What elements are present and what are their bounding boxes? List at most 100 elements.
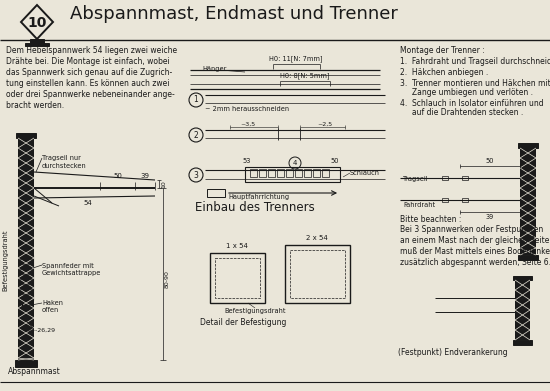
Bar (18, 348, 34, 358)
Bar (295, 169, 302, 177)
Text: Tragseil nur
durchstecken: Tragseil nur durchstecken (42, 155, 87, 169)
Bar (462, 176, 468, 180)
Bar (210, 253, 265, 303)
Bar (15, 360, 37, 367)
Text: 1.  Fahrdraht und Tragseil durchschneiden.: 1. Fahrdraht und Tragseil durchschneiden… (400, 57, 550, 66)
Bar (520, 178, 536, 188)
Bar (207, 189, 225, 197)
Bar (515, 330, 530, 340)
Bar (520, 208, 536, 218)
Bar (18, 238, 34, 248)
Text: 2.  Häkchen anbiegen .: 2. Häkchen anbiegen . (400, 68, 488, 77)
Bar (520, 188, 536, 198)
Bar (18, 288, 34, 298)
Bar (18, 328, 34, 338)
Text: 4.  Schlauch in Isolator einführen und: 4. Schlauch in Isolator einführen und (400, 99, 543, 108)
Text: 50: 50 (113, 173, 123, 179)
Bar (268, 169, 275, 177)
Text: 10: 10 (161, 180, 166, 188)
Bar (18, 138, 34, 148)
Bar (520, 158, 536, 168)
Bar (25, 43, 49, 46)
Bar (520, 148, 536, 158)
Bar (515, 300, 530, 310)
Text: Zange umbiegen und verlöten .: Zange umbiegen und verlöten . (400, 88, 533, 97)
Text: 50: 50 (486, 158, 494, 164)
Text: 24-26,29: 24-26,29 (27, 328, 55, 333)
Bar (278, 128, 300, 140)
Bar (520, 228, 536, 238)
Text: 2: 2 (194, 131, 199, 140)
Bar (313, 169, 320, 177)
Bar (285, 245, 350, 303)
Bar (18, 188, 34, 198)
Text: Befestigungsdraht: Befestigungsdraht (2, 229, 8, 291)
Bar (277, 169, 284, 177)
Bar (515, 320, 530, 330)
Bar (520, 218, 536, 228)
Bar (513, 340, 532, 345)
Bar (18, 298, 34, 308)
Bar (518, 143, 538, 148)
Bar (18, 168, 34, 178)
Bar (19, 255, 33, 300)
Bar (442, 198, 448, 202)
Text: 39: 39 (140, 173, 150, 179)
Bar (18, 208, 34, 218)
Text: auf die Drahtenden stecken .: auf die Drahtenden stecken . (400, 108, 523, 117)
Bar (462, 198, 468, 202)
Bar (290, 250, 345, 298)
Bar (30, 39, 44, 43)
Bar (18, 268, 34, 278)
Text: 80-90: 80-90 (165, 270, 170, 288)
Bar (250, 169, 257, 177)
Bar (18, 218, 34, 228)
Bar (18, 258, 34, 268)
Text: Montage der Trenner :: Montage der Trenner : (400, 46, 485, 55)
Bar (515, 280, 530, 290)
Bar (18, 198, 34, 208)
Bar (286, 169, 293, 177)
Bar (18, 178, 34, 188)
Text: Detail der Befestigung: Detail der Befestigung (200, 318, 287, 327)
Bar (304, 169, 311, 177)
Bar (18, 318, 34, 328)
Text: Spannfeder mit
Gewichtsattrappe: Spannfeder mit Gewichtsattrappe (42, 263, 101, 276)
Bar (518, 255, 538, 260)
Text: Bei 3 Spannwerken oder Festpunkten
an einem Mast nach der gleichen Seite
muß der: Bei 3 Spannwerken oder Festpunkten an ei… (400, 225, 550, 267)
Text: Abspannmast: Abspannmast (8, 367, 60, 376)
Text: Dem Hebelspannwerk 54 liegen zwei weiche
Drähte bei. Die Montage ist einfach, wo: Dem Hebelspannwerk 54 liegen zwei weiche… (6, 46, 177, 111)
Text: Einbau des Trenners: Einbau des Trenners (195, 201, 315, 214)
Text: H0: 8[N: 5mm]: H0: 8[N: 5mm] (280, 72, 330, 79)
Text: ~2,5: ~2,5 (317, 122, 333, 127)
Text: (Festpunkt) Endverankerung: (Festpunkt) Endverankerung (398, 348, 508, 357)
Bar (520, 238, 536, 248)
Bar (245, 167, 340, 182)
Bar (18, 338, 34, 348)
Text: 1 x 54: 1 x 54 (226, 243, 248, 249)
Text: H0: 11[N: 7mm]: H0: 11[N: 7mm] (270, 55, 323, 62)
Polygon shape (21, 5, 53, 39)
Text: Tragseil: Tragseil (403, 176, 428, 182)
Bar (513, 276, 532, 280)
Text: 3.  Trenner montieren und Häkchen mit: 3. Trenner montieren und Häkchen mit (400, 79, 550, 88)
Text: 4: 4 (293, 160, 297, 166)
Bar (520, 198, 536, 208)
Bar (18, 358, 34, 360)
Text: ~3,5: ~3,5 (240, 122, 256, 127)
Text: Schlauch: Schlauch (350, 170, 380, 176)
Text: Fahrdraht: Fahrdraht (403, 202, 435, 208)
Text: Bitte beachten :: Bitte beachten : (400, 215, 461, 224)
Bar (259, 169, 266, 177)
Text: 39: 39 (486, 214, 494, 220)
Text: 1: 1 (194, 95, 199, 104)
Text: Haken
offen: Haken offen (42, 300, 63, 314)
Bar (18, 278, 34, 288)
Text: Hauptfahrrichtung: Hauptfahrrichtung (228, 194, 289, 200)
Bar (215, 258, 260, 298)
Bar (18, 228, 34, 238)
Text: 3: 3 (194, 170, 199, 179)
Text: Befestigungsdraht: Befestigungsdraht (224, 308, 286, 314)
Bar (18, 248, 34, 258)
Bar (322, 169, 329, 177)
